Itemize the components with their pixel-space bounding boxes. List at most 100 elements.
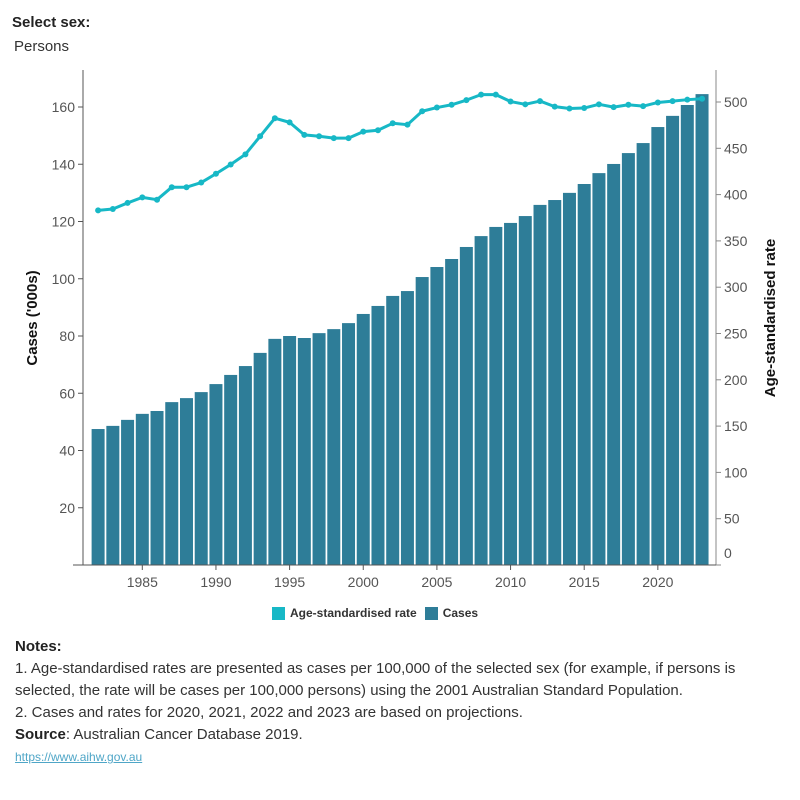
rate-point-1985[interactable] (139, 194, 146, 201)
bar-cases-2013[interactable] (548, 200, 562, 565)
rate-point-2015[interactable] (581, 105, 588, 112)
rate-point-1993[interactable] (257, 133, 264, 140)
bar-cases-2011[interactable] (518, 216, 532, 565)
bar-cases-2021[interactable] (666, 115, 680, 565)
rate-point-1988[interactable] (183, 184, 190, 191)
x-tick-label: 2000 (348, 574, 379, 590)
rate-point-2014[interactable] (566, 105, 573, 112)
rate-point-1982[interactable] (95, 207, 102, 214)
rate-point-2016[interactable] (595, 101, 602, 108)
rate-point-2023[interactable] (699, 95, 706, 102)
y2-axis-label: Age-standardised rate (762, 239, 779, 397)
rate-point-2002[interactable] (389, 120, 396, 127)
bar-cases-1997[interactable] (312, 333, 326, 565)
bar-cases-2022[interactable] (680, 104, 694, 565)
bar-cases-1988[interactable] (179, 398, 193, 565)
notes: Notes: 1. Age-standardised rates are pre… (15, 636, 785, 768)
rate-point-2008[interactable] (478, 91, 485, 98)
legend-rate-label: Age-standardised rate (290, 606, 417, 620)
rate-point-1997[interactable] (316, 133, 323, 140)
y2-tick-label: 50 (724, 511, 740, 527)
rate-point-2009[interactable] (492, 91, 499, 98)
rate-point-1989[interactable] (198, 179, 205, 186)
rate-point-1995[interactable] (286, 119, 293, 126)
rate-point-2006[interactable] (448, 101, 455, 108)
y-tick-label: 40 (59, 443, 75, 459)
aihw-link[interactable]: https://www.aihw.gov.au (15, 750, 143, 764)
rate-point-1984[interactable] (124, 199, 131, 206)
bar-cases-1989[interactable] (194, 392, 208, 565)
bar-cases-1996[interactable] (297, 338, 311, 565)
bar-cases-1992[interactable] (238, 366, 252, 565)
bar-cases-1998[interactable] (327, 329, 341, 565)
rate-point-2003[interactable] (404, 121, 411, 128)
bar-cases-2002[interactable] (386, 295, 400, 565)
bar-cases-2019[interactable] (636, 143, 650, 565)
bar-cases-2003[interactable] (400, 291, 414, 565)
rate-point-2001[interactable] (374, 127, 381, 134)
bar-cases-2023[interactable] (695, 94, 709, 566)
bar-cases-2020[interactable] (651, 127, 665, 565)
bar-cases-2004[interactable] (415, 277, 429, 565)
bar-cases-2000[interactable] (356, 313, 370, 565)
legend-item-rate[interactable]: Age-standardised rate (272, 606, 417, 621)
bar-cases-2009[interactable] (489, 226, 503, 565)
bar-cases-1983[interactable] (106, 425, 120, 565)
rate-point-1999[interactable] (345, 135, 352, 142)
rate-point-1994[interactable] (271, 115, 278, 122)
bar-cases-1990[interactable] (209, 384, 223, 565)
rate-point-2004[interactable] (419, 108, 426, 115)
bar-cases-2010[interactable] (504, 222, 518, 565)
rate-point-1996[interactable] (301, 131, 308, 138)
rate-point-1992[interactable] (242, 151, 249, 158)
bar-cases-1986[interactable] (150, 410, 164, 565)
bar-cases-2012[interactable] (533, 204, 547, 565)
rate-point-2000[interactable] (360, 128, 367, 135)
rate-point-2017[interactable] (610, 104, 617, 111)
bar-cases-2006[interactable] (445, 258, 459, 565)
rate-point-2018[interactable] (625, 101, 632, 108)
rate-point-2007[interactable] (463, 97, 470, 104)
bar-cases-2017[interactable] (607, 163, 621, 565)
rate-point-1983[interactable] (109, 205, 116, 212)
bar-cases-2015[interactable] (577, 184, 591, 565)
bar-cases-2001[interactable] (371, 305, 385, 565)
filter-label: Select sex: (12, 14, 91, 31)
y-tick-label: 120 (52, 214, 76, 230)
rate-point-2010[interactable] (507, 98, 514, 105)
bar-cases-2016[interactable] (592, 173, 606, 565)
bar-cases-1985[interactable] (135, 413, 149, 565)
bar-cases-2014[interactable] (562, 192, 576, 565)
rate-point-2005[interactable] (433, 104, 440, 111)
rate-point-2020[interactable] (654, 99, 661, 106)
bar-cases-1984[interactable] (121, 419, 135, 565)
bar-cases-2018[interactable] (621, 153, 635, 565)
rate-point-2019[interactable] (640, 103, 647, 110)
bar-cases-2008[interactable] (474, 236, 488, 565)
bar-cases-1995[interactable] (283, 336, 297, 565)
bar-cases-1982[interactable] (91, 429, 105, 565)
rate-point-2022[interactable] (684, 96, 691, 103)
y2-tick-label: 250 (724, 326, 748, 342)
rate-point-2012[interactable] (537, 98, 544, 105)
rate-point-1990[interactable] (212, 170, 219, 177)
rate-point-2011[interactable] (522, 101, 529, 108)
legend-item-cases[interactable]: Cases (424, 606, 478, 621)
x-tick-label: 1985 (127, 574, 158, 590)
rate-point-2021[interactable] (669, 98, 676, 105)
bar-cases-1987[interactable] (165, 402, 179, 565)
rate-point-1987[interactable] (168, 184, 175, 191)
bar-cases-2007[interactable] (459, 246, 473, 565)
bar-cases-1991[interactable] (224, 374, 238, 565)
sex-filter-value[interactable]: Persons (14, 38, 70, 55)
note-2: 2. Cases and rates for 2020, 2021, 2022 … (15, 704, 523, 721)
bar-cases-2005[interactable] (430, 267, 444, 565)
bar-cases-1994[interactable] (268, 338, 282, 565)
rate-point-1991[interactable] (227, 161, 234, 168)
y2-tick-label: 0 (724, 545, 732, 561)
rate-point-1986[interactable] (154, 196, 161, 203)
rate-point-2013[interactable] (551, 103, 558, 110)
bar-cases-1999[interactable] (342, 323, 356, 565)
rate-point-1998[interactable] (330, 135, 337, 142)
bar-cases-1993[interactable] (253, 352, 267, 565)
